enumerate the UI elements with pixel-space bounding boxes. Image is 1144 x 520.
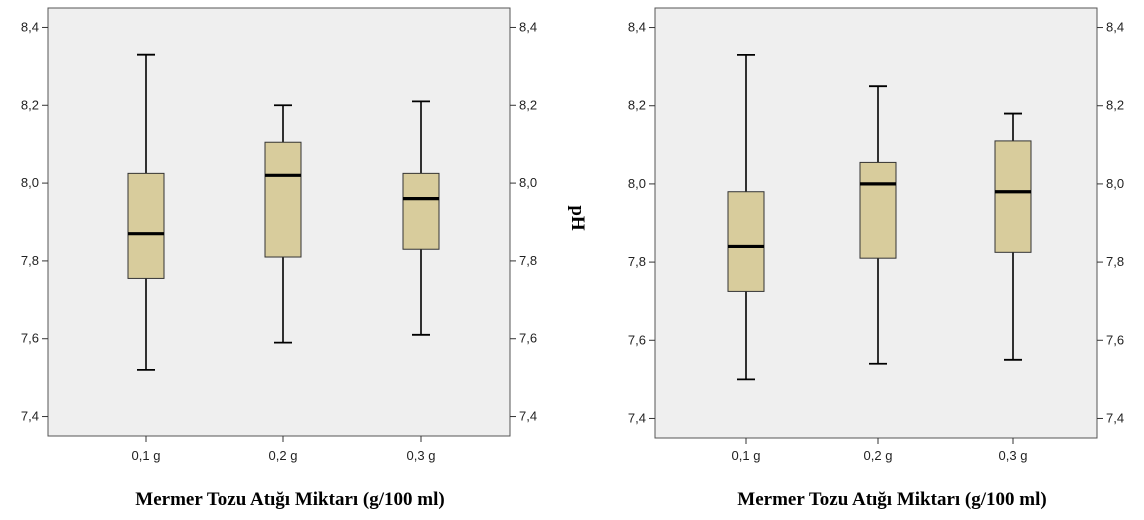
x-axis-title: Mermer Tozu Atığı Miktarı (g/100 ml) bbox=[135, 489, 444, 510]
y-tick-label-right: 8,0 bbox=[519, 175, 537, 190]
x-axis-title: Mermer Tozu Atığı Miktarı (g/100 ml) bbox=[737, 489, 1046, 510]
y-tick-label-left: 7,4 bbox=[21, 409, 39, 424]
y-tick-label-right: 7,4 bbox=[1106, 410, 1124, 425]
y-axis-title: pH bbox=[567, 205, 588, 231]
y-tick-label-right: 8,0 bbox=[1106, 176, 1124, 191]
y-tick-label-left: 7,6 bbox=[21, 331, 39, 346]
y-tick-label-right: 7,8 bbox=[1106, 254, 1124, 269]
box-iqr bbox=[127, 172, 165, 279]
box-iqr bbox=[727, 191, 765, 292]
y-tick-label-left: 8,2 bbox=[21, 97, 39, 112]
x-tick-label: 0,3 g bbox=[999, 448, 1028, 463]
y-tick-label-left: 8,4 bbox=[628, 20, 646, 35]
y-tick-label-left: 8,0 bbox=[21, 175, 39, 190]
box-iqr bbox=[402, 172, 440, 250]
box-1 bbox=[127, 53, 165, 371]
y-tick-label-left: 8,4 bbox=[21, 19, 39, 34]
y-tick-label-left: 8,2 bbox=[628, 98, 646, 113]
box-2 bbox=[264, 104, 302, 344]
y-tick-label-right: 8,2 bbox=[519, 97, 537, 112]
box-iqr bbox=[264, 141, 302, 258]
y-tick-label-left: 7,8 bbox=[628, 254, 646, 269]
chart-panel-1: 7,4 7,4 7,6 7,6 7,8 7,8 8,0 8,0 8,2 8,2 8,4 8,4 0,1 … bbox=[21, 7, 588, 510]
y-tick-label-left: 8,0 bbox=[628, 176, 646, 191]
y-tick-label-right: 7,6 bbox=[1106, 332, 1124, 347]
y-tick-label-right: 7,6 bbox=[519, 331, 537, 346]
box-3 bbox=[994, 112, 1032, 361]
x-tick-label: 0,2 g bbox=[269, 448, 298, 463]
y-tick-label-right: 8,2 bbox=[1106, 98, 1124, 113]
y-tick-label-right: 7,8 bbox=[519, 253, 537, 268]
x-tick-label: 0,3 g bbox=[407, 448, 436, 463]
y-tick-label-left: 7,4 bbox=[628, 410, 646, 425]
x-tick-label: 0,2 g bbox=[864, 448, 893, 463]
chart-panel-2: 7,4 7,4 7,6 7,6 7,8 7,8 8,0 8,0 8,2 8,2 8,4 8,4 0,1 … bbox=[628, 7, 1124, 510]
y-tick-label-right: 7,4 bbox=[519, 409, 537, 424]
box-iqr bbox=[859, 161, 897, 259]
y-tick-label-left: 7,6 bbox=[628, 332, 646, 347]
x-tick-label: 0,1 g bbox=[132, 448, 161, 463]
x-tick-label: 0,1 g bbox=[732, 448, 761, 463]
box-3 bbox=[402, 100, 440, 336]
y-tick-label-right: 8,4 bbox=[1106, 20, 1124, 35]
box-1 bbox=[727, 54, 765, 381]
y-tick-label-right: 8,4 bbox=[519, 19, 537, 34]
y-tick-label-left: 7,8 bbox=[21, 253, 39, 268]
box-iqr bbox=[994, 140, 1032, 253]
box-2 bbox=[859, 85, 897, 365]
